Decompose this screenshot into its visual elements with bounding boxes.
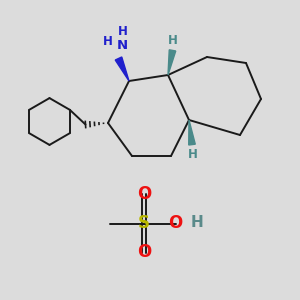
Text: O: O xyxy=(137,185,151,203)
Text: H: H xyxy=(190,215,203,230)
Text: H: H xyxy=(118,25,127,38)
Polygon shape xyxy=(115,57,129,81)
Text: H: H xyxy=(103,35,113,48)
Text: S: S xyxy=(138,214,150,232)
Text: N: N xyxy=(117,39,128,52)
Polygon shape xyxy=(189,120,195,145)
Polygon shape xyxy=(168,50,176,75)
Text: O: O xyxy=(168,214,183,232)
Text: H: H xyxy=(188,148,197,161)
Text: H: H xyxy=(168,34,178,47)
Text: O: O xyxy=(137,243,151,261)
